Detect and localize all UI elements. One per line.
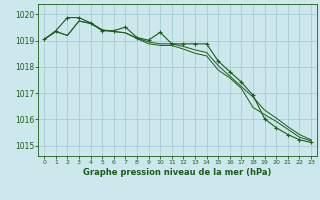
X-axis label: Graphe pression niveau de la mer (hPa): Graphe pression niveau de la mer (hPa): [84, 168, 272, 177]
